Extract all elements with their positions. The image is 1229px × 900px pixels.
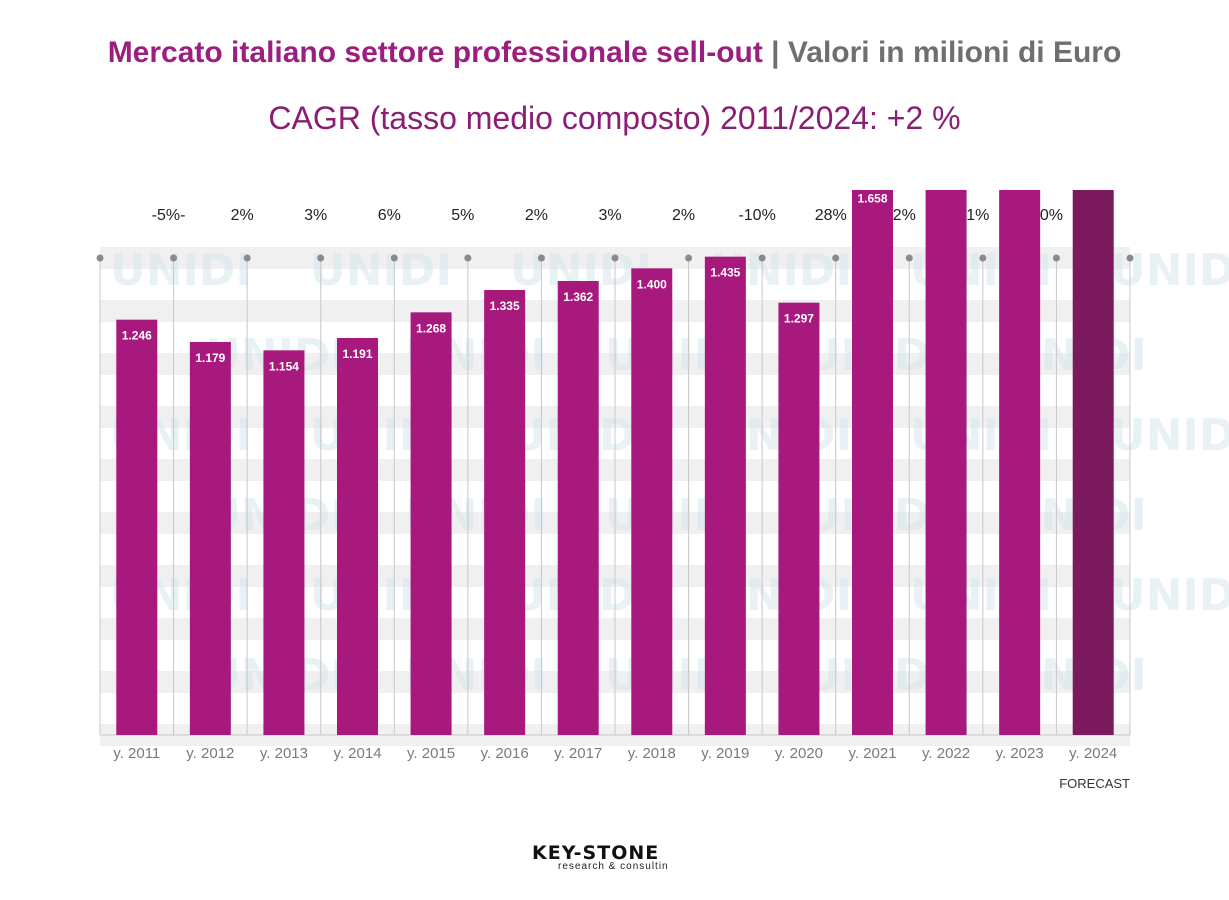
- logo-main-text: KEY-STONE: [532, 842, 660, 864]
- gridline-dot: [611, 254, 619, 262]
- category-label: y. 2024: [1069, 745, 1117, 762]
- bar: [1072, 190, 1114, 735]
- data-label: 1.697: [931, 190, 961, 192]
- growth-label: -10%: [738, 207, 775, 224]
- bar: [631, 268, 673, 735]
- growth-label: 3%: [598, 207, 621, 224]
- data-label: 1.362: [563, 290, 593, 304]
- chart-title: Mercato italiano settore professionale s…: [0, 36, 1229, 70]
- category-label: y. 2023: [996, 745, 1044, 762]
- gridline-dot: [96, 254, 104, 262]
- category-label: y. 2012: [186, 745, 234, 762]
- gridline-dot: [464, 254, 472, 262]
- vertical-gridlines: [96, 254, 1134, 736]
- growth-label: 2%: [672, 207, 695, 224]
- gridline-dot: [1126, 254, 1134, 262]
- data-label: 1.400: [637, 277, 667, 291]
- bar: [704, 256, 746, 735]
- category-label: y. 2022: [922, 745, 970, 762]
- gridline-dot: [537, 254, 545, 262]
- category-label: y. 2011: [113, 745, 160, 762]
- growth-label: 5%: [451, 207, 474, 224]
- bar-chart: UNIDIUNIDIUNIDIUNIDIUNIDIUNIDIUNIDIUNIDI…: [96, 190, 1229, 791]
- data-label: 1.246: [122, 329, 152, 343]
- chart-subtitle: CAGR (tasso medio composto) 2011/2024: +…: [268, 100, 961, 136]
- bar: [925, 190, 967, 736]
- logo-sub-text: research & consultin: [558, 861, 669, 872]
- bar: [557, 281, 599, 735]
- data-label: 1.435: [710, 266, 740, 280]
- data-label: 1.658: [857, 191, 887, 205]
- bar: [852, 190, 893, 736]
- bar: [999, 190, 1041, 735]
- watermark-text: UNIDI: [310, 245, 452, 296]
- category-label: y. 2019: [701, 745, 749, 762]
- watermark-text: UNIDI: [1110, 570, 1229, 621]
- bar: [263, 350, 305, 735]
- labels: 1.246 y. 2011 1.179 y. 2012 1.154 y. 2013 1.19…: [113, 190, 1130, 791]
- forecast-note: FORECAST: [1059, 776, 1130, 791]
- growth-label: 3%: [304, 207, 327, 224]
- category-label: y. 2018: [628, 745, 676, 762]
- data-label: 1.297: [784, 312, 814, 326]
- growth-label: 2%: [893, 207, 916, 224]
- bar: [410, 312, 452, 735]
- title-separator: |: [762, 36, 788, 69]
- data-label: 1.335: [490, 299, 520, 313]
- growth-label: 0%: [1040, 207, 1063, 224]
- bar: [116, 319, 158, 735]
- category-label: y. 2013: [260, 745, 308, 762]
- growth-label: 2%: [231, 207, 254, 224]
- growth-label: 1%: [966, 207, 989, 224]
- growth-label: 2%: [525, 207, 548, 224]
- watermark-text: UNIDI: [1110, 410, 1229, 461]
- growth-label: 6%: [378, 207, 401, 224]
- title-unit: Valori in milioni di Euro: [787, 36, 1122, 69]
- gridline-dot: [758, 254, 766, 262]
- gridline-dot: [317, 254, 325, 262]
- growth-label: 28%: [815, 207, 847, 224]
- bars: [116, 190, 1114, 736]
- data-label: 1.179: [195, 351, 225, 365]
- gridline-dot: [979, 254, 987, 262]
- gridline-dot: [243, 254, 251, 262]
- gridline-dot: [390, 254, 398, 262]
- gridline-dot: [170, 254, 178, 262]
- title-main: Mercato italiano settore professionale s…: [107, 36, 763, 69]
- category-label: y. 2015: [407, 745, 455, 762]
- watermark-text: UNIDI: [110, 245, 252, 296]
- bar: [484, 290, 526, 735]
- data-label: 1.191: [342, 347, 372, 361]
- gridline-dot: [685, 254, 693, 262]
- watermark-text: UNIDI: [1110, 245, 1229, 296]
- gridline-dot: [905, 254, 913, 262]
- gridline-dot: [832, 254, 840, 262]
- category-label: y. 2016: [481, 745, 529, 762]
- bar: [778, 302, 820, 735]
- keystone-logo: KEY-STONE research & consultin: [532, 843, 702, 872]
- category-label: y. 2021: [848, 745, 896, 762]
- bar: [337, 338, 378, 735]
- category-label: y. 2020: [775, 745, 823, 762]
- data-label: 1.268: [416, 321, 446, 335]
- bar: [189, 342, 231, 735]
- category-label: y. 2017: [554, 745, 602, 762]
- data-label: 1.154: [269, 359, 299, 373]
- growth-label: -5%-: [152, 207, 186, 224]
- category-label: y. 2014: [333, 745, 381, 762]
- gridline-dot: [1052, 254, 1060, 262]
